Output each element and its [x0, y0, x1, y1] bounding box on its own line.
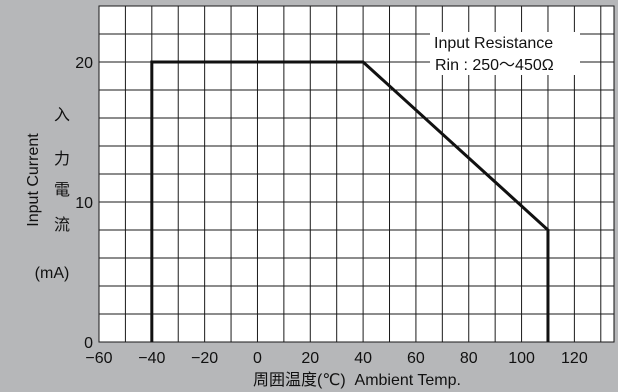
- x-tick-label: 60: [407, 350, 425, 367]
- x-tick-label: −20: [191, 350, 218, 367]
- x-tick-label: 20: [301, 350, 319, 367]
- y-tick-label: 20: [75, 55, 93, 72]
- y-axis-label-jp-2: 力: [54, 150, 70, 168]
- tick-labels: −60 −40 −20 0 20 40 60 80 100 120 0 10 20: [75, 55, 588, 367]
- y-axis-unit: (mA): [35, 265, 70, 282]
- y-axis-label: Input Current: [25, 133, 42, 227]
- annotation-line-1: Input Resistance: [434, 35, 553, 52]
- annotation-backdrop: [430, 32, 580, 75]
- y-tick-label: 0: [84, 335, 93, 352]
- x-tick-label: 100: [508, 350, 535, 367]
- x-axis-label: 周囲温度(℃) Ambient Temp.: [253, 371, 461, 389]
- x-tick-label: −40: [138, 350, 165, 367]
- x-tick-label: 120: [561, 350, 588, 367]
- x-tick-label: 40: [354, 350, 372, 367]
- y-axis-label-jp-4: 流: [54, 216, 70, 234]
- x-tick-label: −60: [85, 350, 112, 367]
- y-axis-label-jp-3: 電: [54, 182, 70, 199]
- x-tick-label: 80: [460, 350, 478, 367]
- y-axis-label-jp-1: 入: [54, 107, 70, 124]
- y-tick-label: 10: [75, 195, 93, 212]
- series-layer: [150, 32, 580, 342]
- x-tick-label: 0: [253, 350, 262, 367]
- annotation-line-2: Rin : 250～450Ω: [435, 57, 554, 74]
- series-line: [150, 60, 550, 342]
